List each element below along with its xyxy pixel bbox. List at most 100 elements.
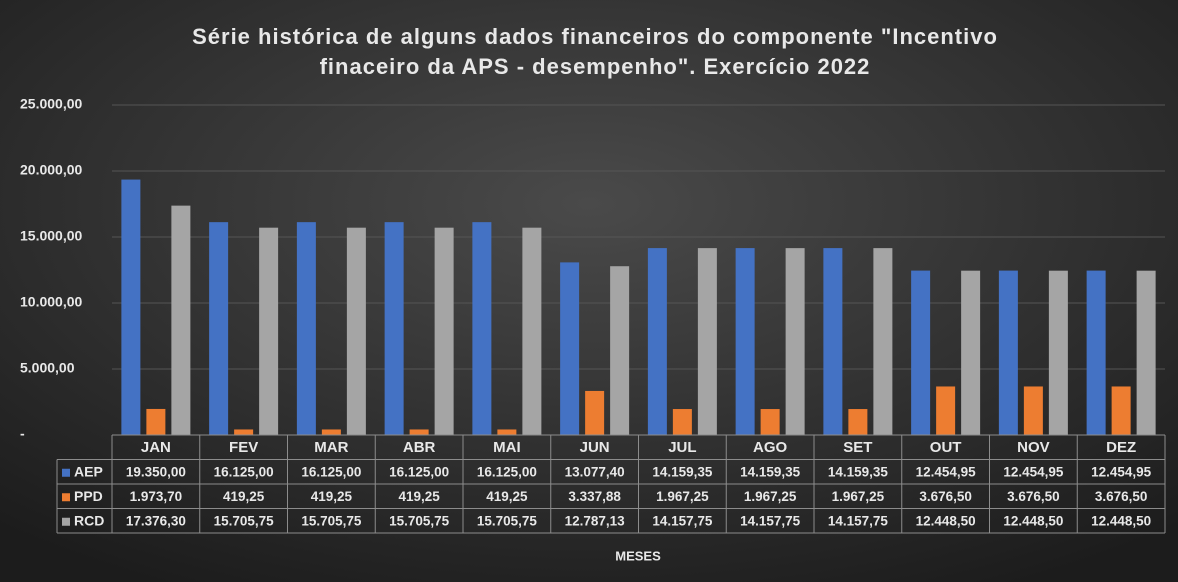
bar — [497, 429, 517, 435]
table-value: 16.125,00 — [214, 464, 274, 479]
bar — [1086, 270, 1106, 435]
table-value: 1.973,70 — [130, 489, 183, 504]
table-value: 3.337,88 — [568, 489, 621, 504]
x-tick-label: AGO — [753, 439, 788, 456]
table-value: 16.125,00 — [389, 464, 449, 479]
y-tick-label: 25.000,00 — [20, 96, 82, 112]
bar — [672, 409, 692, 435]
table-value: 15.705,75 — [389, 513, 450, 528]
table-value: 12.787,13 — [565, 513, 626, 528]
bar — [146, 408, 166, 435]
table-value: 14.157,75 — [828, 513, 889, 528]
bar — [384, 222, 404, 435]
legend-key — [62, 493, 70, 502]
x-axis-label: MESES — [615, 548, 661, 563]
bar — [697, 248, 717, 435]
legend-label: PPD — [74, 488, 103, 504]
bar — [1023, 386, 1043, 435]
legend-label: RCD — [74, 512, 104, 528]
table-value: 419,25 — [223, 489, 265, 504]
bar — [961, 270, 981, 435]
bar — [873, 248, 893, 435]
x-tick-label: JUN — [580, 439, 610, 456]
y-tick-label: 20.000,00 — [20, 162, 82, 178]
chart-title: finaceiro da APS - desempenho". Exercíci… — [320, 54, 871, 79]
table-value: 1.967,25 — [832, 489, 885, 504]
legend-key — [62, 468, 70, 477]
bar — [785, 248, 805, 435]
bar — [998, 270, 1018, 435]
x-tick-label: MAR — [314, 439, 348, 456]
table-value: 12.448,50 — [1003, 513, 1063, 528]
x-tick-label: MAI — [493, 439, 521, 456]
bar — [234, 429, 254, 435]
table-value: 3.676,50 — [1095, 489, 1148, 504]
x-tick-label: DEZ — [1106, 439, 1136, 456]
legend-key — [62, 517, 70, 526]
bar — [735, 248, 755, 435]
y-tick-label: 15.000,00 — [20, 228, 82, 244]
table-value: 14.159,35 — [740, 464, 801, 479]
x-tick-label: NOV — [1017, 439, 1050, 456]
table-value: 14.157,75 — [740, 513, 801, 528]
bar — [647, 248, 667, 435]
table-value: 13.077,40 — [565, 464, 625, 479]
table-value: 12.454,95 — [1091, 464, 1152, 479]
bar — [1111, 386, 1131, 435]
table-value: 12.454,95 — [916, 464, 977, 479]
table-value: 419,25 — [311, 489, 353, 504]
bar — [171, 205, 191, 435]
x-tick-label: JUL — [668, 439, 696, 456]
bar — [209, 222, 229, 435]
table-value: 12.448,50 — [916, 513, 976, 528]
table-value: 419,25 — [398, 489, 440, 504]
y-tick-label: 5.000,00 — [20, 360, 75, 376]
x-tick-label: ABR — [403, 439, 436, 456]
table-value: 3.676,50 — [1007, 489, 1060, 504]
table-value: 14.157,75 — [652, 513, 713, 528]
table-value: 15.705,75 — [214, 513, 275, 528]
x-tick-label: SET — [843, 439, 872, 456]
bar — [409, 429, 429, 435]
bar — [560, 262, 580, 435]
table-value: 14.159,35 — [652, 464, 713, 479]
bar — [321, 429, 341, 435]
bar — [121, 179, 141, 435]
bar — [434, 227, 454, 435]
y-tick-label: - — [20, 426, 25, 442]
x-tick-label: OUT — [930, 439, 962, 456]
table-value: 12.448,50 — [1091, 513, 1151, 528]
table-value: 15.705,75 — [301, 513, 362, 528]
chart-title: Série histórica de alguns dados financei… — [192, 24, 998, 49]
bar — [848, 409, 868, 435]
table-value: 12.454,95 — [1003, 464, 1064, 479]
table-value: 16.125,00 — [301, 464, 361, 479]
table-value: 1.967,25 — [656, 489, 709, 504]
table-value: 3.676,50 — [919, 489, 972, 504]
bar — [936, 386, 956, 435]
bar — [1048, 270, 1068, 435]
table-value: 15.705,75 — [477, 513, 538, 528]
bar — [911, 270, 931, 435]
x-tick-label: FEV — [229, 439, 258, 456]
bar — [346, 227, 366, 435]
bar — [823, 248, 843, 435]
bar — [610, 266, 630, 435]
table-value: 19.350,00 — [126, 464, 186, 479]
bar — [522, 227, 542, 435]
y-tick-label: 10.000,00 — [20, 294, 82, 310]
bar — [259, 227, 279, 435]
x-tick-label: JAN — [141, 439, 171, 456]
bar — [296, 222, 316, 435]
bar — [1136, 270, 1156, 435]
table-value: 16.125,00 — [477, 464, 537, 479]
table-value: 17.376,30 — [126, 513, 186, 528]
bar — [472, 222, 492, 435]
table-value: 419,25 — [486, 489, 528, 504]
table-value: 1.967,25 — [744, 489, 797, 504]
bar — [585, 390, 605, 435]
legend-label: AEP — [74, 463, 103, 479]
